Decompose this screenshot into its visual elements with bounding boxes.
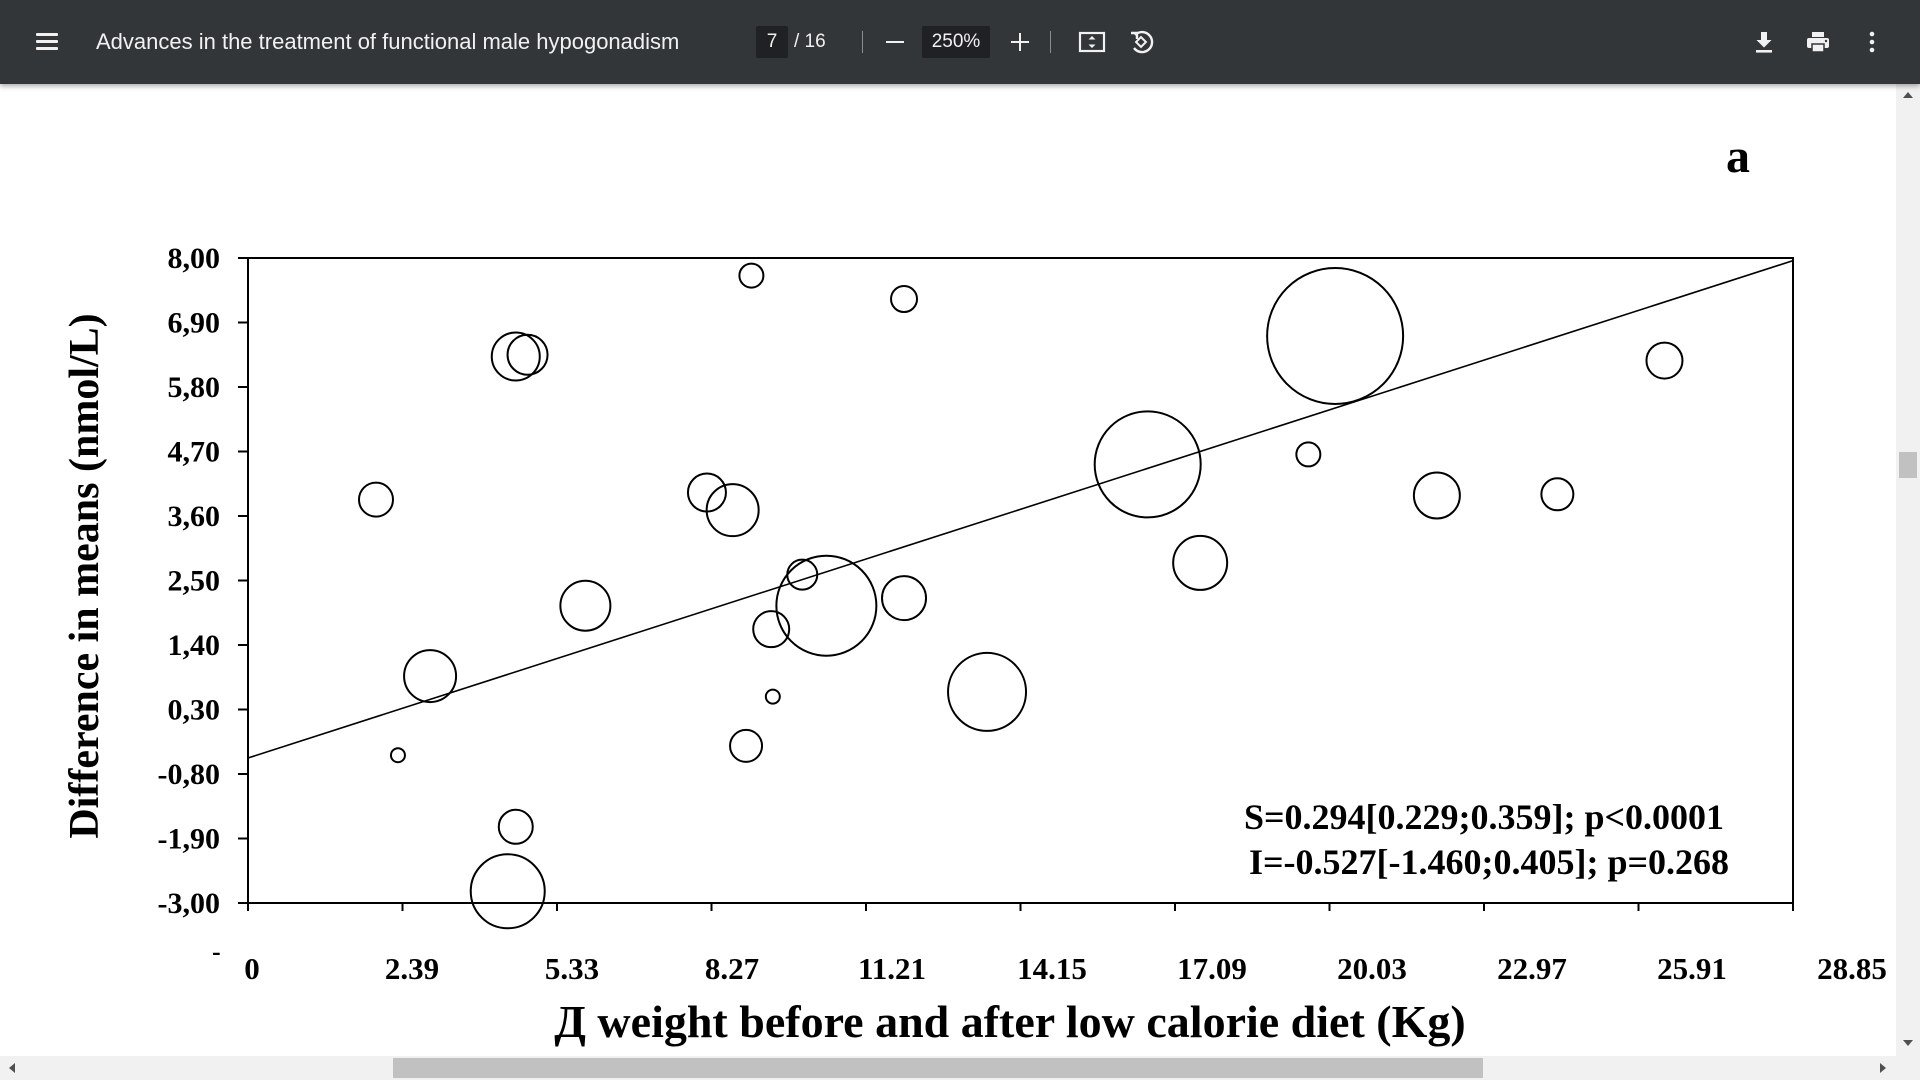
horizontal-scroll-thumb[interactable]	[393, 1058, 1483, 1078]
toolbar-divider	[862, 31, 863, 53]
vertical-scroll-thumb[interactable]	[1899, 452, 1917, 478]
y-tick-label: 1,40	[168, 629, 221, 662]
y-tick-label: 0,30	[168, 694, 221, 727]
menu-icon[interactable]	[32, 27, 62, 57]
bubble-point	[497, 808, 534, 845]
zoom-out-icon[interactable]	[878, 26, 910, 58]
x-tick-label: 2.39	[385, 951, 439, 986]
pdf-toolbar: Advances in the treatment of functional …	[0, 0, 1920, 84]
x-axis-label: Д weight before and after low calorie di…	[554, 996, 1465, 1047]
scroll-down-icon[interactable]	[1903, 1040, 1913, 1046]
y-tick-label: -0,80	[158, 758, 221, 791]
more-options-icon[interactable]	[1854, 24, 1890, 60]
bubble-point	[752, 610, 791, 649]
annotation-intercept: I=-0.527[-1.460;0.405]; p=0.268	[1249, 842, 1729, 882]
bubble-chart: a 8,00 6,90 5,80 4,70 3,60 2,50 1,40 0,30 -0,80 -…	[62, 130, 1887, 1047]
bubble-point	[357, 481, 394, 518]
bubble-point	[559, 579, 612, 632]
y-tick-label: 5,80	[168, 371, 221, 404]
print-icon[interactable]	[1800, 24, 1836, 60]
x-tick-label: 28.85	[1817, 951, 1887, 986]
bubble-point	[764, 688, 781, 705]
bubble-point	[403, 649, 458, 704]
document-title: Advances in the treatment of functional …	[96, 29, 680, 54]
bubble-point	[890, 285, 919, 314]
bubble-point	[705, 483, 760, 538]
stray-mark: -	[212, 937, 221, 966]
y-tick-label: 4,70	[168, 436, 221, 469]
bubble-point	[389, 747, 406, 764]
y-tick-label: -1,90	[158, 823, 221, 856]
page-total: / 16	[794, 31, 826, 52]
bubble-point	[729, 728, 764, 763]
fit-page-icon[interactable]	[1074, 24, 1110, 60]
x-tick-label: 25.91	[1657, 951, 1727, 986]
y-tick-label: 6,90	[168, 307, 221, 340]
bubble-point	[1295, 441, 1322, 468]
y-axis-label: Difference in means (nmol/L)	[62, 313, 108, 838]
x-tick-label: 11.21	[858, 951, 926, 986]
x-tick-label: 5.33	[545, 951, 599, 986]
bubble-point	[1266, 266, 1405, 405]
vertical-scrollbar[interactable]	[1896, 84, 1920, 1060]
page-number-input[interactable]: 7	[756, 26, 788, 58]
x-tick-label: 0	[244, 951, 260, 986]
bubble-point	[1093, 410, 1202, 519]
y-tick-label: 2,50	[168, 565, 221, 598]
bubble-point	[947, 651, 1028, 732]
bubble-point	[1412, 471, 1461, 520]
x-tick-label: 14.15	[1017, 951, 1087, 986]
y-tick-label: 3,60	[168, 500, 221, 533]
bubble-point	[881, 575, 928, 622]
bubble-point	[1645, 341, 1684, 380]
regression-line	[247, 259, 1794, 759]
bubble-point	[775, 554, 878, 657]
scroll-right-icon[interactable]	[1880, 1063, 1886, 1073]
bubble-point	[786, 558, 819, 591]
bubble-point	[1172, 534, 1229, 591]
bubble-point	[1540, 477, 1575, 512]
x-tick-label: 17.09	[1177, 951, 1247, 986]
panel-label: a	[1726, 130, 1750, 183]
download-icon[interactable]	[1746, 24, 1782, 60]
rotate-icon[interactable]	[1123, 24, 1159, 60]
pdf-page: a 8,00 6,90 5,80 4,70 3,60 2,50 1,40 0,30 -0,80 -…	[0, 84, 1896, 1056]
x-tick-label: 8.27	[705, 951, 759, 986]
y-tick-label: -3,00	[158, 887, 221, 920]
bubble-point	[738, 262, 765, 289]
y-tick-label: 8,00	[168, 242, 221, 275]
scroll-left-icon[interactable]	[9, 1063, 15, 1073]
x-tick-label: 20.03	[1337, 951, 1407, 986]
bubble-point	[469, 853, 546, 930]
annotation-slope: S=0.294[0.229;0.359]; p<0.0001	[1244, 797, 1724, 837]
zoom-level-input[interactable]: 250%	[922, 26, 990, 58]
toolbar-divider	[1050, 31, 1051, 53]
bubble-point	[506, 333, 549, 376]
zoom-in-icon[interactable]	[1004, 26, 1036, 58]
scroll-up-icon[interactable]	[1903, 92, 1913, 98]
bubble-point	[490, 331, 541, 382]
x-tick-label: 22.97	[1497, 951, 1567, 986]
